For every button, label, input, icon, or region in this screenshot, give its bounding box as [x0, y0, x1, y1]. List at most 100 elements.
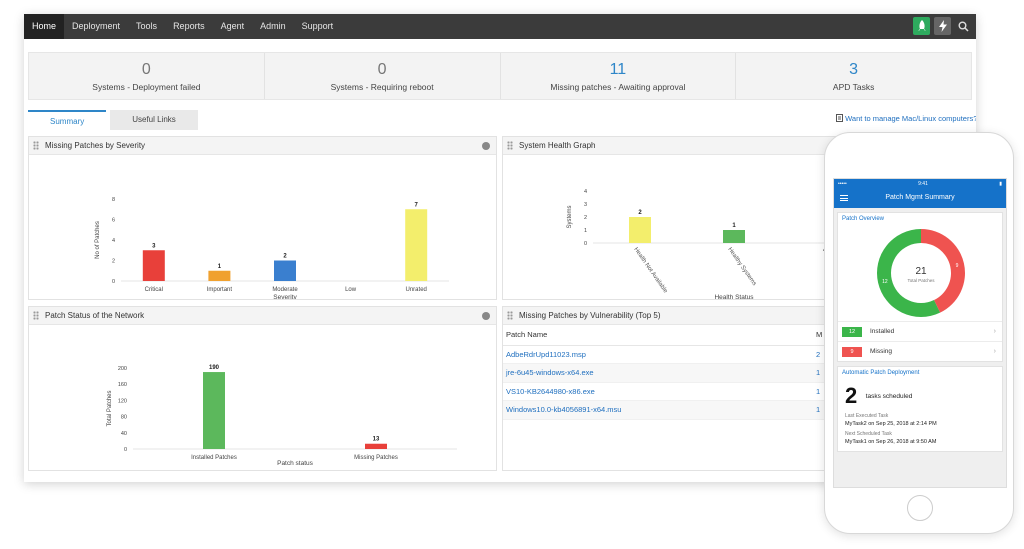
top-nav: Home Deployment Tools Reports Agent Admi… — [24, 14, 976, 39]
tab-useful-links[interactable]: Useful Links — [110, 110, 198, 130]
x-tick-label: Unrated — [406, 287, 427, 293]
y-axis-label: Total Patches — [107, 390, 113, 426]
nav-reports[interactable]: Reports — [173, 21, 205, 31]
home-button[interactable] — [907, 495, 933, 521]
bar — [208, 270, 231, 281]
patch-name-link[interactable]: jre-6u45-windows-x64.exe — [503, 363, 813, 383]
x-tick-label: Health Not Available — [632, 247, 668, 295]
phone-status-bar: ••••• 9:41 ▮ — [834, 179, 1006, 190]
tab-summary[interactable]: Summary — [28, 110, 107, 130]
drag-handle-icon[interactable] — [507, 141, 513, 150]
drag-handle-icon[interactable] — [33, 311, 39, 320]
apd-card: Automatic Patch Deployment 2 tasks sched… — [837, 366, 1003, 452]
donut-slice-installed — [877, 229, 941, 317]
console-window: Home Deployment Tools Reports Agent Admi… — [24, 14, 976, 482]
y-tick-label: 2 — [112, 259, 115, 265]
nav-home[interactable]: Home — [24, 14, 65, 39]
stat-value: 3 — [849, 61, 859, 78]
dashboard-tabs: Summary Useful Links — [28, 110, 198, 130]
lightning-icon[interactable] — [934, 17, 951, 35]
y-tick-label: 120 — [118, 398, 127, 404]
y-tick-label: 0 — [112, 279, 115, 285]
stat-value: 0 — [377, 61, 387, 78]
patch-name-link[interactable]: Windows10.0-kb4056891-x64.msu — [503, 400, 813, 420]
bar-value-label: 2 — [283, 254, 287, 260]
panel-header: Patch Status of the Network — [29, 307, 496, 325]
stat-value: 0 — [141, 61, 151, 78]
stat-value: 11 — [609, 61, 627, 78]
last-task-value: MyTask2 on Sep 25, 2018 at 2:14 PM — [845, 421, 937, 427]
bar — [274, 260, 296, 281]
mac-link-text: Want to manage Mac/Linux computers? — [845, 114, 976, 123]
signal-icon: ••••• — [838, 181, 847, 187]
next-task-value: MyTask1 on Sep 26, 2018 at 9:50 AM — [845, 439, 937, 445]
drag-handle-icon[interactable] — [33, 141, 39, 150]
bar-value-label: 1 — [732, 223, 736, 229]
panel-title: Missing Patches by Severity — [45, 141, 146, 150]
stat-label: Systems - Requiring reboot — [330, 82, 434, 92]
bar-value-label: 190 — [209, 365, 220, 371]
y-tick-label: 8 — [112, 197, 115, 203]
tasks-label: tasks scheduled — [865, 392, 913, 400]
patch-name-link[interactable]: VS10-KB2644980-x86.exe — [503, 382, 813, 401]
nav-agent[interactable]: Agent — [220, 21, 245, 31]
missing-count: 9 — [842, 346, 862, 357]
missing-row[interactable]: 9 Missing › — [838, 341, 1002, 361]
y-axis-label: Systems — [567, 205, 573, 228]
patch-name-link[interactable]: AdbeRdrUpd11023.msp — [503, 345, 813, 364]
search-icon[interactable] — [955, 17, 972, 35]
x-axis-label: Patch status — [277, 460, 314, 467]
x-tick-label: Healthy Systems — [726, 247, 757, 287]
phone-screen: ••••• 9:41 ▮ Patch Mgmt Summary Patch Ov… — [833, 178, 1007, 488]
panel-title: System Health Graph — [519, 141, 596, 150]
pie-chart-icon[interactable] — [482, 142, 490, 150]
x-tick-label: Missing Patches — [354, 455, 398, 461]
stat-apd-tasks[interactable]: 3 APD Tasks — [736, 53, 971, 99]
chevron-right-icon: › — [993, 328, 996, 335]
drag-handle-icon[interactable] — [507, 311, 513, 320]
x-axis-label: Health Status — [714, 294, 754, 299]
stat-label: Systems - Deployment failed — [92, 82, 201, 92]
tasks-count: 2 — [845, 383, 858, 408]
bar — [142, 250, 165, 281]
patch-status-panel: Patch Status of the Network 0 40 80 120 160 2… — [28, 306, 497, 471]
y-tick-label: 40 — [121, 431, 127, 437]
nav-admin[interactable]: Admin — [260, 21, 286, 31]
bar — [405, 209, 428, 281]
slice-value-label: 9 — [956, 263, 959, 269]
y-tick-label: 4 — [112, 238, 115, 244]
col-patch-name[interactable]: Patch Name — [503, 325, 813, 346]
installed-label: Installed — [870, 328, 895, 335]
bar — [629, 217, 651, 243]
nav-deployment[interactable]: Deployment — [72, 21, 121, 31]
pie-chart-icon[interactable] — [482, 312, 490, 320]
severity-panel: Missing Patches by Severity 0 2 4 6 8 No of P… — [28, 136, 497, 301]
bar — [203, 372, 225, 449]
y-axis-label: No of Patches — [95, 221, 101, 259]
y-tick-label: 200 — [118, 366, 127, 372]
card-title: Patch Overview — [842, 216, 885, 222]
rocket-icon[interactable] — [913, 17, 930, 35]
stat-deployment-failed[interactable]: 0 Systems - Deployment failed — [29, 53, 265, 99]
mac-linux-link[interactable]: Want to manage Mac/Linux computers? — [836, 114, 976, 123]
menu-icon[interactable] — [840, 195, 848, 201]
y-tick-label: 1 — [584, 228, 587, 234]
stat-label: Missing patches - Awaiting approval — [550, 82, 686, 92]
stat-requiring-reboot[interactable]: 0 Systems - Requiring reboot — [265, 53, 501, 99]
patch-overview-card: Patch Overview 9 12 21 Total Patches 12 Ins… — [837, 212, 1003, 362]
summary-stats: 0 Systems - Deployment failed 0 Systems … — [28, 52, 972, 100]
nav-tools[interactable]: Tools — [136, 21, 158, 31]
card-title: Automatic Patch Deployment — [842, 370, 920, 376]
installed-row[interactable]: 12 Installed › — [838, 321, 1002, 341]
donut-total-label: Total Patches — [907, 278, 935, 283]
stat-missing-patches[interactable]: 11 Missing patches - Awaiting approval — [501, 53, 737, 99]
y-tick-label: 3 — [584, 202, 587, 208]
next-task-label: Next Scheduled Task — [845, 431, 892, 437]
nav-support[interactable]: Support — [301, 21, 334, 31]
bar-value-label: 2 — [638, 210, 642, 216]
y-tick-label: 160 — [118, 382, 127, 388]
x-tick-label: Moderate — [272, 287, 298, 293]
phone-titlebar: Patch Mgmt Summary — [834, 190, 1006, 208]
donut-total: 21 — [915, 266, 927, 277]
